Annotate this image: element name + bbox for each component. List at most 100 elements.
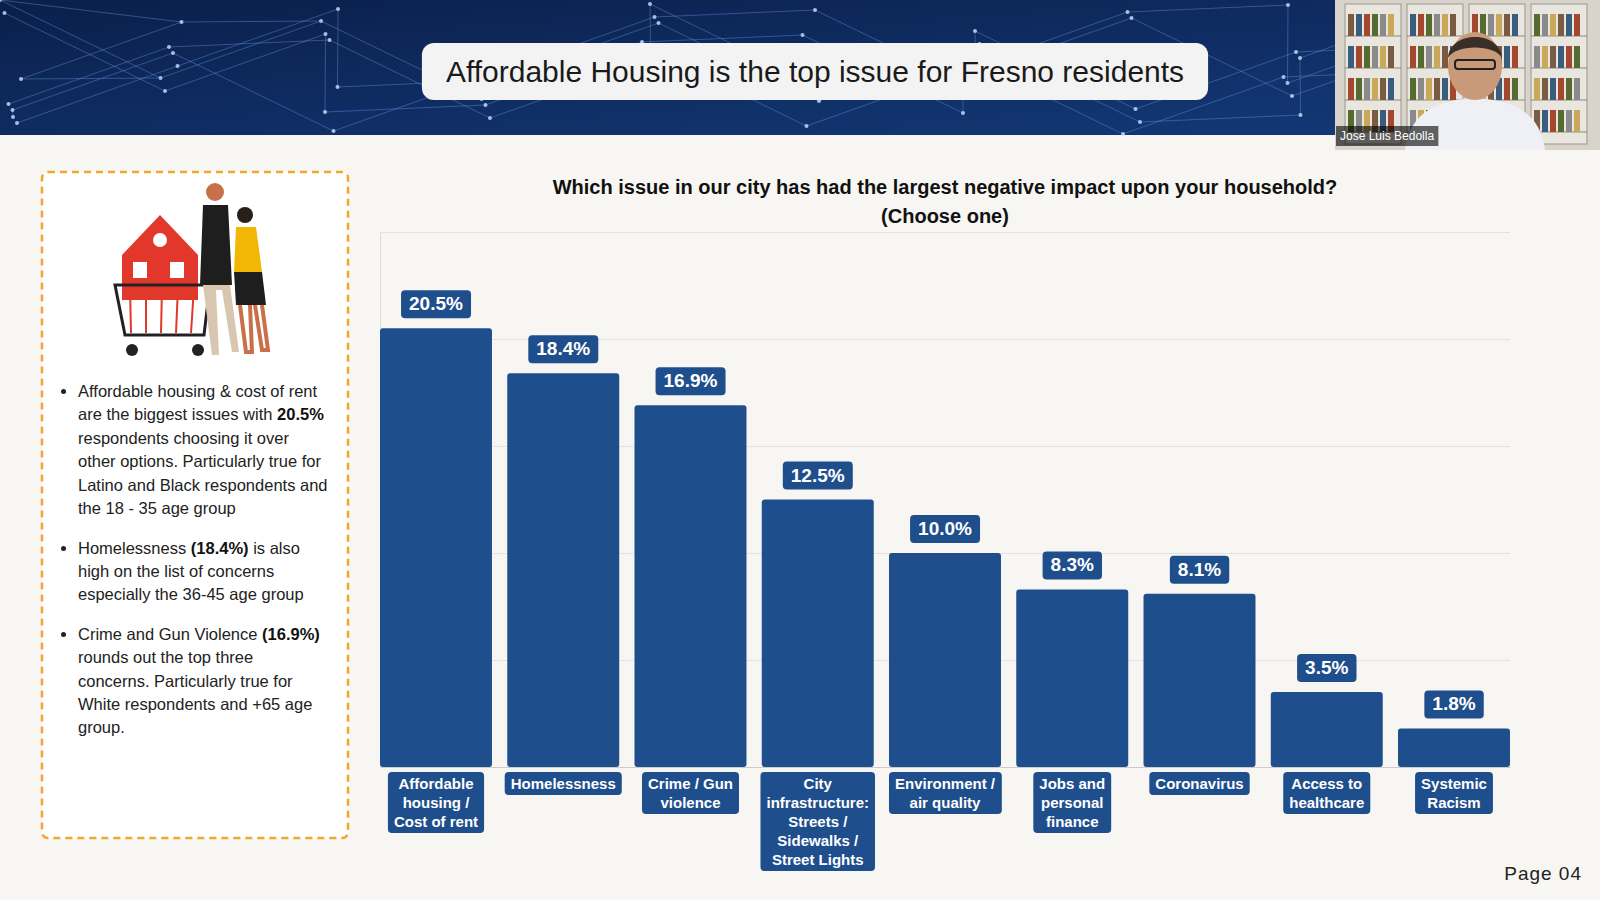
data-label-text: 10.0% <box>918 518 972 539</box>
icon-wheel <box>192 344 204 356</box>
icon-cart-grid <box>161 287 162 333</box>
notes-list: Affordable housing & cost of rent are th… <box>60 380 328 740</box>
data-label: 10.0% <box>910 515 980 543</box>
network-node <box>648 2 652 6</box>
data-label: 12.5% <box>783 462 853 490</box>
network-line <box>1300 58 1302 115</box>
icon-person-head <box>237 207 253 223</box>
x-tick: Environment /air quality <box>889 772 1002 814</box>
network-node <box>323 110 327 114</box>
note-item: Affordable housing & cost of rent are th… <box>78 380 328 521</box>
data-label-text: 16.9% <box>664 370 718 391</box>
icon-cart-grid <box>130 287 131 333</box>
data-label: 3.5% <box>1297 654 1356 682</box>
x-label-pill <box>642 772 739 814</box>
data-label-pill <box>1297 654 1356 682</box>
book <box>1388 78 1394 100</box>
x-tick: Coronavirus <box>1149 772 1249 795</box>
network-line <box>161 21 322 78</box>
heading-pill <box>422 43 1208 100</box>
y-tick <box>380 232 1510 233</box>
network-node <box>1134 107 1138 111</box>
x-axis-line <box>381 767 1511 768</box>
webcam: Jose Luis Bedolla <box>1335 0 1600 150</box>
note-item: Homelessness (18.4%) is also high on the… <box>78 537 328 607</box>
book <box>1442 46 1448 68</box>
x-tick-label: Coronavirus <box>1155 775 1243 792</box>
network-line <box>9 47 170 104</box>
book <box>1434 78 1440 100</box>
book <box>1558 46 1564 68</box>
network-line <box>173 53 334 131</box>
network-node <box>1290 94 1294 98</box>
x-label-pill <box>1283 772 1370 814</box>
x-tick-label: Cityinfrastructure:Streets /Sidewalks /S… <box>766 775 869 868</box>
bookshelf <box>1345 4 1401 144</box>
x-tick-label: Jobs andpersonalfinance <box>1039 775 1105 830</box>
notes-panel: Affordable housing & cost of rent are th… <box>60 380 328 756</box>
book <box>1512 14 1518 36</box>
network-node <box>653 15 657 19</box>
network-line <box>21 78 161 79</box>
x-tick-label: Homelessness <box>511 775 616 792</box>
network-line <box>182 21 322 22</box>
x-axis: Affordablehousing /Cost of rentHomelessn… <box>381 768 1511 872</box>
icon-cart-grid <box>145 287 147 333</box>
book <box>1434 46 1440 68</box>
network-line <box>21 22 182 79</box>
data-label-text: 8.3% <box>1051 554 1094 575</box>
network-node <box>1286 3 1290 7</box>
book <box>1380 78 1386 100</box>
bar <box>1016 589 1128 767</box>
speaker-name-tag <box>1336 126 1438 146</box>
data-label: 8.3% <box>1043 551 1102 579</box>
x-label-pill <box>760 772 875 871</box>
data-label-text: 12.5% <box>791 465 845 486</box>
book <box>1348 78 1354 100</box>
book <box>1542 110 1548 132</box>
book <box>1372 78 1378 100</box>
bar <box>889 553 1001 767</box>
x-tick: Crime / Gunviolence <box>642 772 739 814</box>
book <box>1418 78 1424 100</box>
bar <box>1398 728 1510 767</box>
chart-subtitle: (Choose one) <box>881 205 1009 227</box>
icon-house <box>122 215 198 300</box>
x-label-pill <box>388 772 484 833</box>
book <box>1426 46 1432 68</box>
bars <box>380 328 1510 767</box>
icon-person-body <box>200 205 232 285</box>
icon-window <box>133 262 147 278</box>
book <box>1574 110 1580 132</box>
background <box>0 0 1600 900</box>
network-node <box>328 38 332 42</box>
book <box>1504 78 1510 100</box>
book <box>1450 14 1456 36</box>
network-node <box>484 103 488 107</box>
x-label-pill <box>889 772 1002 814</box>
book <box>1574 14 1580 36</box>
book <box>1542 78 1548 100</box>
network-node <box>1294 50 1298 54</box>
book <box>1542 14 1548 36</box>
book <box>1534 78 1540 100</box>
network-node <box>171 51 175 55</box>
data-label-pill <box>528 335 598 363</box>
network-node <box>1282 75 1286 79</box>
book <box>1566 14 1572 36</box>
network-node <box>163 89 167 93</box>
network-node <box>336 85 340 89</box>
bar <box>1271 692 1383 767</box>
book <box>1512 46 1518 68</box>
network-line <box>642 35 803 42</box>
x-label-pill <box>1033 772 1111 833</box>
book <box>1542 46 1548 68</box>
network-line <box>169 40 330 47</box>
network-line <box>13 53 174 110</box>
network-node <box>15 121 19 125</box>
x-tick-label: Crime / Gunviolence <box>648 775 733 811</box>
network-node <box>1286 81 1290 85</box>
network-node <box>488 116 492 120</box>
book <box>1504 14 1510 36</box>
data-label: 1.8% <box>1424 690 1483 718</box>
